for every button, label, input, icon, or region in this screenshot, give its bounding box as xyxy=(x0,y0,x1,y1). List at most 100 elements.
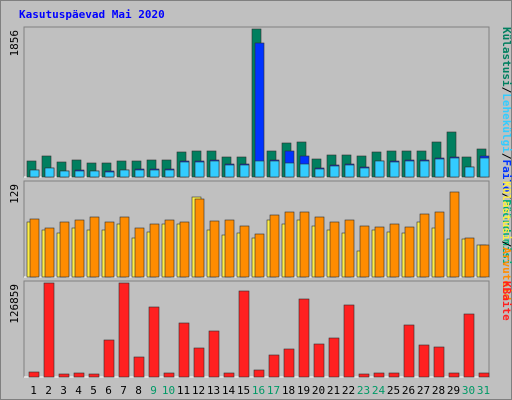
top-panel-bar-faile-day-4 xyxy=(74,170,85,178)
top-panel-legend-item-1: / xyxy=(500,87,512,94)
bottom-panel-bar-kbaite-day-13 xyxy=(208,330,220,378)
top-panel-bar-faile-day-14 xyxy=(224,164,235,178)
bottom-panel-bar-kbaite-day-23 xyxy=(358,373,370,378)
x-tick-label-day-26: 26 xyxy=(402,384,415,397)
bottom-panel-bar-kbaite-day-18 xyxy=(283,348,295,378)
bottom-panel-bar-kbaite-day-26 xyxy=(403,324,415,378)
top-panel-bar-faile-day-17 xyxy=(269,160,280,178)
top-panel-bar-faile-day-29 xyxy=(449,157,460,178)
middle-panel-bar-arvuteid-day-24 xyxy=(374,226,385,278)
bottom-panel-ymax-label: 126859 xyxy=(8,284,21,324)
top-panel-bar-lehekülgi-day-16 xyxy=(254,42,265,178)
x-tick-label-day-7: 7 xyxy=(120,384,127,397)
top-panel-bar-faile-day-8 xyxy=(134,169,145,178)
x-tick-label-day-4: 4 xyxy=(75,384,82,397)
top-panel-legend-item-3: / xyxy=(500,153,512,160)
bottom-panel-bar-kbaite-day-2 xyxy=(43,282,55,378)
middle-panel-bar-arvuteid-day-3 xyxy=(59,221,70,278)
bottom-panel-bar-kbaite-day-9 xyxy=(148,306,160,378)
middle-panel-bar-arvuteid-day-6 xyxy=(104,221,115,278)
top-panel-bar-faile-day-27 xyxy=(419,160,430,178)
bottom-panel-bar-kbaite-day-10 xyxy=(163,372,175,378)
bottom-panel-bar-kbaite-day-31 xyxy=(478,372,490,378)
middle-panel-bar-arvuteid-day-9 xyxy=(149,223,160,278)
x-tick-label-day-13: 13 xyxy=(207,384,220,397)
bottom-panel-bar-kbaite-day-21 xyxy=(328,337,340,378)
middle-panel-bar-arvuteid-day-30 xyxy=(464,237,475,278)
top-panel-bar-faile-day-10 xyxy=(164,169,175,178)
top-panel-bar-faile-day-20 xyxy=(314,168,325,178)
bottom-panel-bar-kbaite-day-15 xyxy=(238,290,250,378)
middle-panel-bar-arvuteid-day-19 xyxy=(299,211,310,278)
x-tick-label-day-29: 29 xyxy=(447,384,460,397)
top-panel-bar-faile-day-6 xyxy=(104,171,115,178)
x-tick-label-day-14: 14 xyxy=(222,384,236,397)
top-panel-bar-faile-day-25 xyxy=(389,161,400,178)
middle-panel-bar-arvuteid-day-27 xyxy=(419,213,430,278)
bottom-panel-bar-kbaite-day-17 xyxy=(268,354,280,378)
top-panel-legend: Külastusi/Lehekülgi/Faile/Pöördumisi xyxy=(500,27,512,266)
x-tick-label-day-17: 17 xyxy=(267,384,280,397)
x-tick-label-day-9: 9 xyxy=(150,384,157,397)
top-panel-bar-faile-day-2 xyxy=(44,167,55,178)
top-panel-legend-item-4: Faile xyxy=(500,159,512,192)
chart-title: Kasutuspäevad Mai 2020 xyxy=(19,8,165,21)
x-tick-label-day-27: 27 xyxy=(417,384,430,397)
top-panel-bar-faile-day-7 xyxy=(119,169,130,178)
top-panel-ymax-label: 1856 xyxy=(8,30,21,57)
bottom-panel-bar-kbaite-day-8 xyxy=(133,356,145,378)
bottom-panel-bar-kbaite-day-25 xyxy=(388,372,400,378)
middle-panel-bar-arvuteid-day-4 xyxy=(74,219,85,278)
top-panel-bar-faile-day-12 xyxy=(194,161,205,178)
top-panel-legend-item-5: / xyxy=(500,193,512,200)
top-panel-bar-faile-day-28 xyxy=(434,158,445,178)
x-tick-label-day-11: 11 xyxy=(177,384,190,397)
bottom-panel-bar-kbaite-day-5 xyxy=(88,373,100,378)
x-tick-label-day-19: 19 xyxy=(297,384,310,397)
top-panel-legend-item-6: Pöördumisi xyxy=(500,199,512,266)
x-tick-label-day-30: 30 xyxy=(462,384,475,397)
middle-panel-legend-item-2: Arvuteid xyxy=(500,247,512,300)
top-panel-legend-item-2: Lehekülgi xyxy=(500,93,512,153)
bottom-panel-bar-kbaite-day-19 xyxy=(298,298,310,378)
bottom-panel-bar-kbaite-day-3 xyxy=(58,373,70,378)
bottom-panel-bar-kbaite-day-30 xyxy=(463,313,475,378)
x-tick-label-day-28: 28 xyxy=(432,384,445,397)
bottom-panel-bar-kbaite-day-14 xyxy=(223,372,235,378)
bottom-panel-legend-item-0: KBaite xyxy=(500,281,512,321)
middle-panel-bar-arvuteid-day-21 xyxy=(329,221,340,278)
middle-panel-bar-arvuteid-day-10 xyxy=(164,219,175,278)
top-panel-bar-faile-day-5 xyxy=(89,170,100,178)
middle-panel-bar-arvuteid-day-11 xyxy=(179,221,190,278)
x-tick-label-day-24: 24 xyxy=(372,384,386,397)
middle-panel-bar-arvuteid-day-22 xyxy=(344,219,355,278)
top-panel-bar-faile-day-11 xyxy=(179,161,190,178)
x-tick-label-day-10: 10 xyxy=(162,384,175,397)
top-panel-bar-faile-day-26 xyxy=(404,160,415,178)
middle-panel-bar-arvuteid-day-17 xyxy=(269,214,280,278)
x-tick-label-day-23: 23 xyxy=(357,384,370,397)
middle-panel-bar-arvuteid-day-7 xyxy=(119,216,130,278)
middle-panel-bar-arvuteid-day-5 xyxy=(89,216,100,278)
middle-panel-bar-arvuteid-day-15 xyxy=(239,225,250,278)
top-panel-bar-faile-day-16 xyxy=(254,160,265,178)
bottom-panel-bar-kbaite-day-4 xyxy=(73,372,85,378)
middle-panel-bar-arvuteid-day-8 xyxy=(134,227,145,278)
x-tick-label-day-5: 5 xyxy=(90,384,97,397)
top-panel-bar-faile-day-23 xyxy=(359,167,370,178)
middle-panel-legend-item-0: Külastusi xyxy=(500,181,512,241)
middle-panel-bar-arvuteid-day-25 xyxy=(389,223,400,278)
x-tick-label-day-2: 2 xyxy=(45,384,52,397)
bottom-panel-bar-kbaite-day-28 xyxy=(433,346,445,378)
x-tick-label-day-21: 21 xyxy=(327,384,340,397)
middle-panel-bar-arvuteid-day-31 xyxy=(479,244,490,278)
middle-panel-bar-arvuteid-day-12 xyxy=(194,198,205,278)
top-panel-bar-faile-day-31 xyxy=(479,157,490,178)
x-tick-label-day-16: 16 xyxy=(252,384,265,397)
x-tick-label-day-1: 1 xyxy=(30,384,37,397)
middle-panel-bar-arvuteid-day-26 xyxy=(404,226,415,278)
middle-panel-bar-arvuteid-day-23 xyxy=(359,225,370,278)
top-panel-bar-faile-day-24 xyxy=(374,160,385,178)
bottom-panel-legend: KBaite xyxy=(500,281,512,321)
